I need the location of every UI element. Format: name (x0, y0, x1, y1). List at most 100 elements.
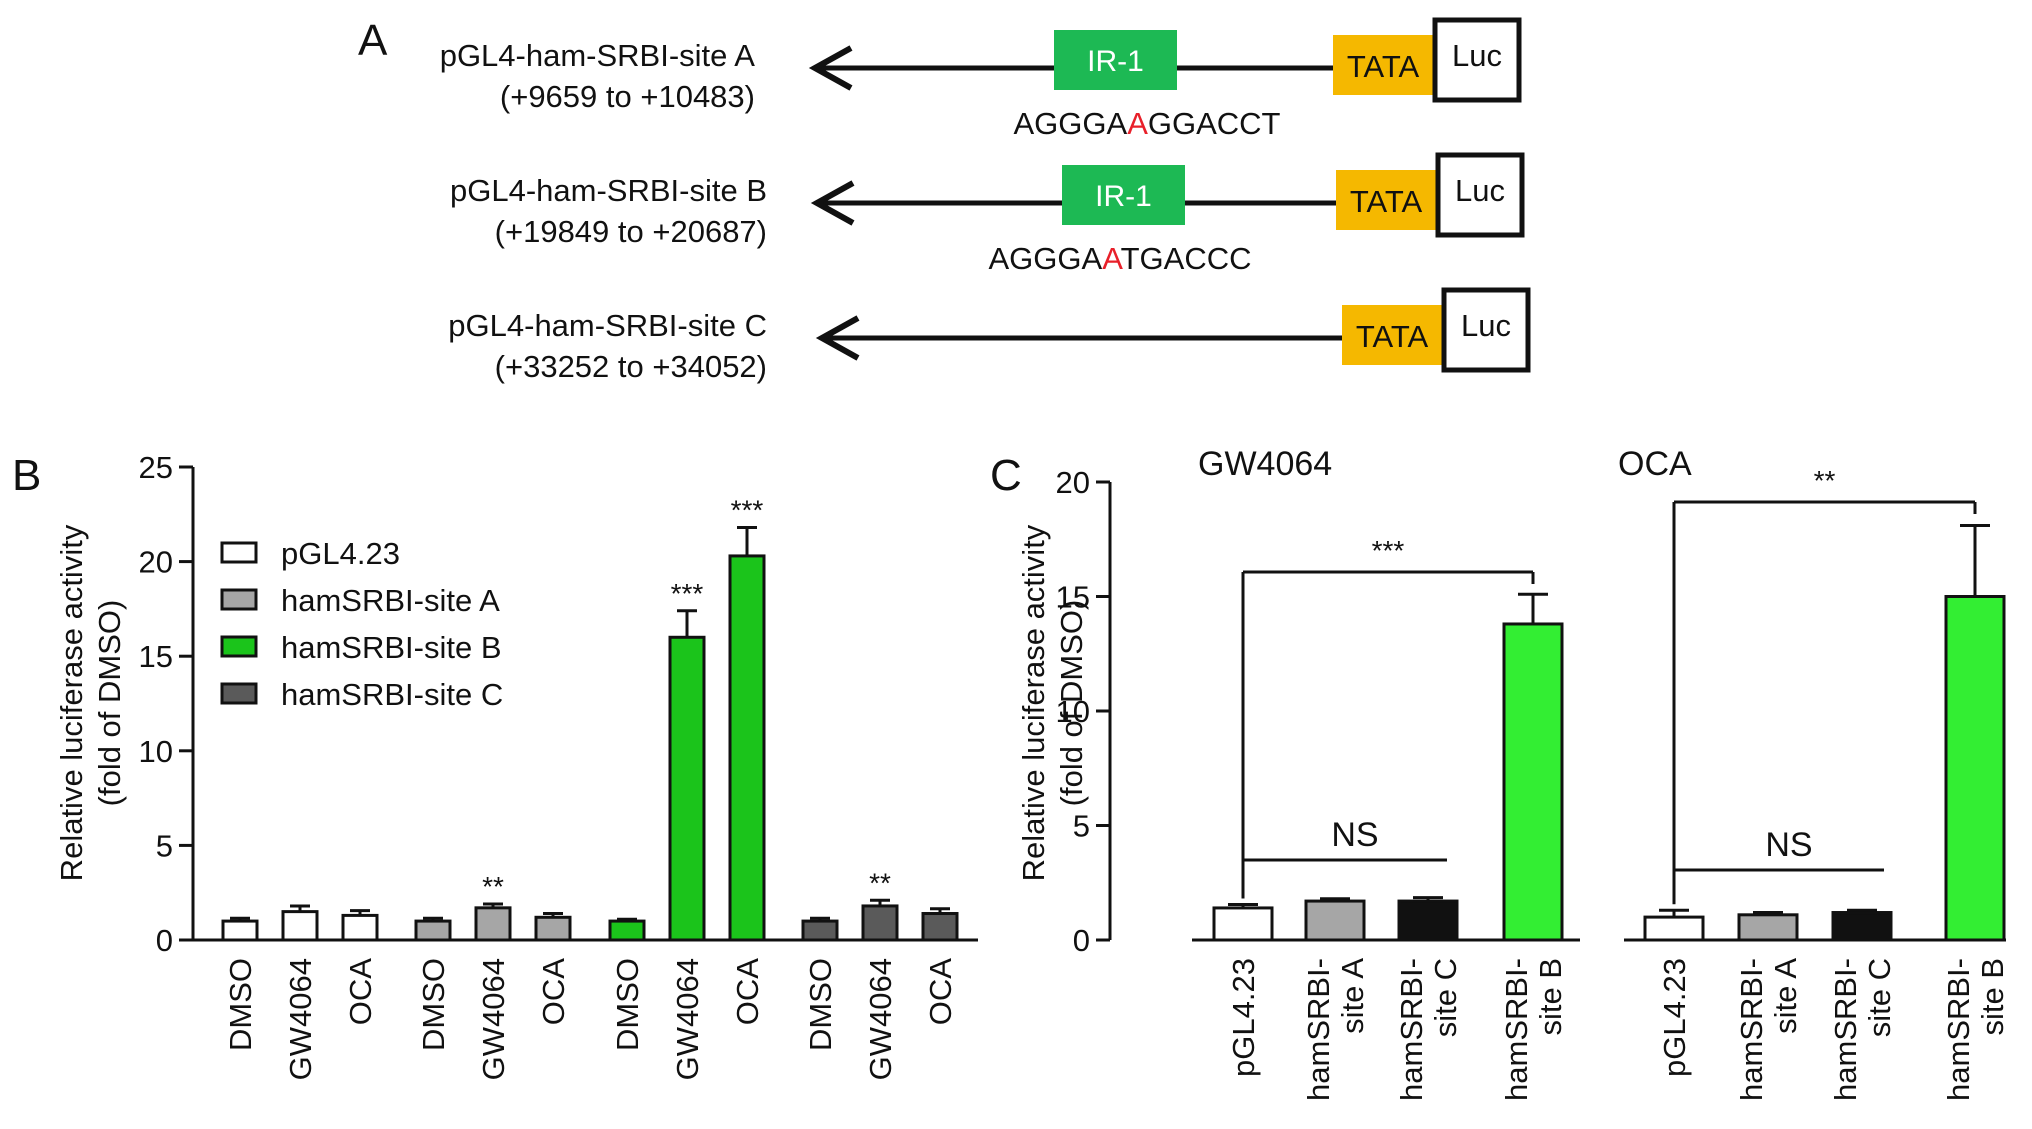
tata-box (1342, 305, 1442, 365)
bar (341, 913, 379, 942)
arrow-head (815, 315, 860, 361)
y-axis-label: Relative luciferase activity (54, 524, 89, 881)
luc-label: Luc (1455, 173, 1505, 208)
x-tick-label: site A (1768, 958, 1803, 1034)
x-tick-label: site B (1975, 958, 2010, 1036)
bar (668, 635, 706, 942)
bar (534, 915, 572, 942)
bar (1643, 915, 1705, 942)
bar (281, 910, 319, 942)
ns-label: NS (1331, 816, 1378, 854)
legend-swatch (220, 541, 258, 564)
bar (221, 919, 259, 942)
x-tick-label: DMSO (803, 958, 838, 1051)
x-tick-label: site B (1533, 958, 1568, 1036)
construct-range: (+33252 to +34052) (495, 349, 767, 384)
ir1-label: IR-1 (1087, 45, 1144, 78)
y-axis-label: Relative luciferase activity (1016, 524, 1051, 881)
construct-name: pGL4-ham-SRBI-site A (440, 38, 756, 73)
ir1-label: IR-1 (1095, 180, 1152, 213)
y-tick-label: 0 (1073, 923, 1090, 958)
x-tick-label: GW4064 (283, 958, 318, 1080)
panel-letter-a: A (358, 16, 388, 65)
construct-name: pGL4-ham-SRBI-site C (448, 308, 767, 343)
x-tick-label: hamSRBI- (1734, 958, 1769, 1101)
sequence-mutated-base: A (1102, 241, 1123, 276)
x-tick-label: DMSO (223, 958, 258, 1051)
tata-box (1333, 35, 1433, 95)
x-tick-label: GW4064 (476, 958, 511, 1080)
x-tick-label: OCA (923, 958, 958, 1026)
y-tick-label: 20 (1056, 465, 1090, 500)
legend-label: pGL4.23 (281, 536, 400, 571)
arrow-head (810, 180, 855, 226)
x-tick-label: hamSRBI- (1301, 958, 1336, 1101)
y-axis-label-2: (fold of DMSO) (1054, 600, 1089, 807)
tata-label: TATA (1356, 319, 1429, 354)
ir1-box (1054, 30, 1177, 90)
sequence-part: AGGGA (1013, 106, 1127, 141)
sequence-part: AGGGA (989, 241, 1103, 276)
x-tick-label: OCA (343, 958, 378, 1026)
ir1-sequence: AGGGAAGGACCT (1013, 106, 1280, 141)
legend-label: hamSRBI-site A (281, 583, 500, 618)
ir1-box (1062, 165, 1185, 225)
luc-label: Luc (1461, 308, 1511, 343)
tata-label: TATA (1350, 184, 1423, 219)
bar (1737, 913, 1799, 942)
legend-swatch (220, 588, 258, 611)
construct-range: (+9659 to +10483) (500, 79, 755, 114)
y-tick-label: 0 (156, 923, 173, 958)
x-tick-label: hamSRBI- (1394, 958, 1429, 1101)
x-tick-label: site A (1335, 958, 1370, 1034)
construct-range: (+19849 to +20687) (495, 214, 767, 249)
luc-label: Luc (1452, 38, 1502, 73)
bar (1944, 595, 2006, 942)
panel-letter-b: B (12, 451, 41, 500)
arrow-head (808, 45, 853, 91)
x-tick-label: OCA (536, 958, 571, 1026)
bar (861, 904, 899, 942)
construct-name: pGL4-ham-SRBI-site B (450, 173, 767, 208)
significance-label: *** (1372, 535, 1405, 566)
x-tick-label: pGL4.23 (1226, 958, 1261, 1077)
y-tick-label: 5 (1073, 809, 1090, 844)
bar (921, 912, 959, 942)
panel-letter-c: C (990, 451, 1022, 500)
legend-swatch (220, 635, 258, 658)
ir1-sequence: AGGGAATGACCC (989, 241, 1252, 276)
bar (801, 919, 839, 942)
y-tick-label: 15 (1056, 580, 1090, 615)
y-tick-label: 10 (139, 734, 173, 769)
sequence-part: TGACCC (1121, 241, 1252, 276)
y-tick-label: 5 (156, 828, 173, 863)
group-title: GW4064 (1198, 445, 1332, 483)
significance-label: ** (1814, 465, 1836, 496)
legend-label: hamSRBI-site B (281, 630, 502, 665)
x-tick-label: hamSRBI- (1499, 958, 1534, 1101)
x-tick-label: DMSO (416, 958, 451, 1051)
sequence-part: GGACCT (1148, 106, 1281, 141)
significance-label: *** (731, 495, 764, 526)
significance-label: ** (869, 867, 891, 898)
legend-swatch (220, 682, 258, 705)
sequence-mutated-base: A (1127, 106, 1148, 141)
luc-box (1435, 152, 1525, 238)
tata-label: TATA (1347, 49, 1420, 84)
x-tick-label: pGL4.23 (1657, 958, 1692, 1077)
x-tick-label: GW4064 (670, 958, 705, 1080)
bar (414, 919, 452, 942)
y-tick-label: 20 (139, 545, 173, 580)
x-tick-label: OCA (730, 958, 765, 1026)
tata-box (1336, 170, 1436, 230)
x-tick-label: site C (1428, 958, 1463, 1037)
bar (1397, 899, 1459, 942)
x-tick-label: site C (1862, 958, 1897, 1037)
x-tick-label: GW4064 (863, 958, 898, 1080)
legend-label: hamSRBI-site C (281, 677, 503, 712)
significance-label: *** (671, 578, 704, 609)
group-title: OCA (1618, 445, 1692, 483)
x-tick-label: hamSRBI- (1941, 958, 1976, 1101)
